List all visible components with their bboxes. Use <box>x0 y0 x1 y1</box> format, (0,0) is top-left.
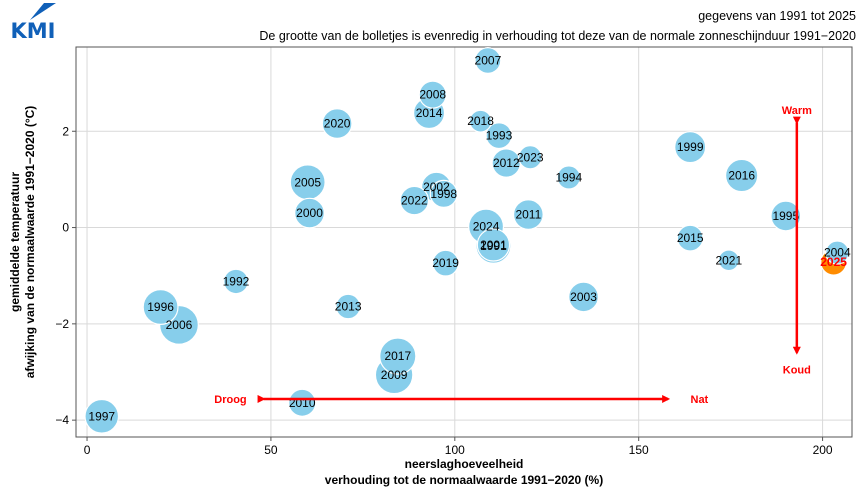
kmi-logo: KMI <box>4 2 62 43</box>
bubble-2017 <box>379 337 417 375</box>
plot-frame <box>75 46 853 438</box>
bubble-2011 <box>512 199 544 230</box>
bubble-label-2014: 2014 <box>416 106 443 120</box>
bubble-label-2001: 2001 <box>480 238 507 252</box>
bubble-1996 <box>142 289 179 326</box>
bubble-2016 <box>724 158 759 193</box>
bubble-1994 <box>556 165 581 190</box>
bubble-2007 <box>474 47 502 74</box>
annotation-warm: Warm <box>782 105 812 117</box>
x-tick-label: 100 <box>445 443 465 457</box>
bubble-label-2019: 2019 <box>432 256 459 270</box>
y-tick-label: 2 <box>62 124 69 138</box>
annotation-droog: Droog <box>214 394 246 406</box>
x-tick-label: 150 <box>629 443 649 457</box>
bubble-2015 <box>676 224 704 252</box>
bubble-label-2016: 2016 <box>728 169 755 183</box>
bubble-label-1993: 1993 <box>486 129 513 143</box>
y-tick-label: 0 <box>62 221 69 235</box>
annotation-koud: Koud <box>783 365 811 377</box>
bubble-2000 <box>294 197 325 229</box>
bubble-1997 <box>84 398 120 434</box>
bubble-1998 <box>429 179 458 208</box>
bubble-2023 <box>518 145 543 170</box>
bubble-label-1998: 1998 <box>430 187 457 201</box>
y-tick-label: −2 <box>55 317 69 331</box>
bubble-2013 <box>335 293 361 320</box>
bubble-label-2004: 2004 <box>824 246 851 260</box>
bubble-label-2011: 2011 <box>515 208 541 222</box>
bubble-label-1994: 1994 <box>555 170 582 184</box>
bubble-label-2015: 2015 <box>677 231 704 245</box>
bubble-label-1996: 1996 <box>147 300 174 314</box>
bubble-2018 <box>469 109 493 133</box>
bubble-2008 <box>418 80 447 109</box>
bubble-label-2009: 2009 <box>381 368 408 382</box>
bubble-label-2021: 2021 <box>715 253 742 267</box>
logo-mark-icon <box>30 3 56 20</box>
bubbles <box>84 47 850 434</box>
y-axis-label-unit: afwijking van de normaalwaarde 1991−2020… <box>23 106 37 379</box>
bubble-label-2013: 2013 <box>335 300 362 314</box>
bubble-label-2018: 2018 <box>467 114 494 128</box>
x-tick-label: 200 <box>813 443 833 457</box>
bubble-label-1997: 1997 <box>88 409 115 423</box>
bubble-label-2007: 2007 <box>475 53 502 67</box>
bubble-label-2006: 2006 <box>166 318 193 332</box>
bubble-label-2000: 2000 <box>296 206 323 220</box>
bubble-label-2017: 2017 <box>384 349 411 363</box>
x-tick-label: 0 <box>84 443 91 457</box>
bubble-2001 <box>476 228 511 262</box>
bubble-label-2025: 2025 <box>820 255 847 269</box>
bubble-label-2022: 2022 <box>401 194 428 208</box>
x-axis-label-unit: verhouding tot de normaalwaarde 1991−202… <box>325 473 603 487</box>
bubble-label-2003: 2003 <box>570 290 597 304</box>
bubble-2020 <box>321 108 353 139</box>
bubble-label-1992: 1992 <box>223 274 250 288</box>
bubble-1993 <box>485 122 513 150</box>
y-axis-label: gemiddelde temperatuur <box>8 172 22 312</box>
subtitle-period: gegevens van 1991 tot 2025 <box>698 9 856 23</box>
subtitle-bubble-note: De grootte van de bolletjes is evenredig… <box>259 29 856 43</box>
bubble-label-2023: 2023 <box>517 150 544 164</box>
bubble-label-1991: 1991 <box>480 239 507 253</box>
bubble-2004 <box>825 240 850 265</box>
axis-ticks: 0 50 100 150 200 −4 −2 0 2 <box>55 124 833 457</box>
bubble-label-2002: 2002 <box>423 180 450 194</box>
bubble-1992 <box>223 268 249 295</box>
bubble-label-2024: 2024 <box>473 220 500 234</box>
y-tick-label: −4 <box>55 413 69 427</box>
annotation-nat: Nat <box>691 394 709 406</box>
x-axis-label: neerslaghoeveelheid <box>405 457 524 471</box>
bubble-label-2008: 2008 <box>419 88 446 102</box>
bubble-1999 <box>674 131 707 164</box>
bubble-2019 <box>432 249 460 277</box>
bubble-2022 <box>399 185 430 216</box>
bubble-label-1995: 1995 <box>772 209 799 223</box>
bubble-label-1999: 1999 <box>677 140 704 154</box>
annotations: Warm Koud Droog Nat <box>214 105 812 406</box>
grid <box>76 47 852 437</box>
bubble-label-2005: 2005 <box>294 175 321 189</box>
x-tick-label: 50 <box>264 443 278 457</box>
bubble-2021 <box>717 249 740 272</box>
bubble-label-2012: 2012 <box>493 156 520 170</box>
bubble-2003 <box>568 281 599 313</box>
bubble-label-2020: 2020 <box>324 117 351 131</box>
logo-text: KMI <box>11 19 56 40</box>
bubble-labels: 1991 1992 1993 1994 1995 1996 1997 1998 1999 2000… <box>88 53 851 423</box>
